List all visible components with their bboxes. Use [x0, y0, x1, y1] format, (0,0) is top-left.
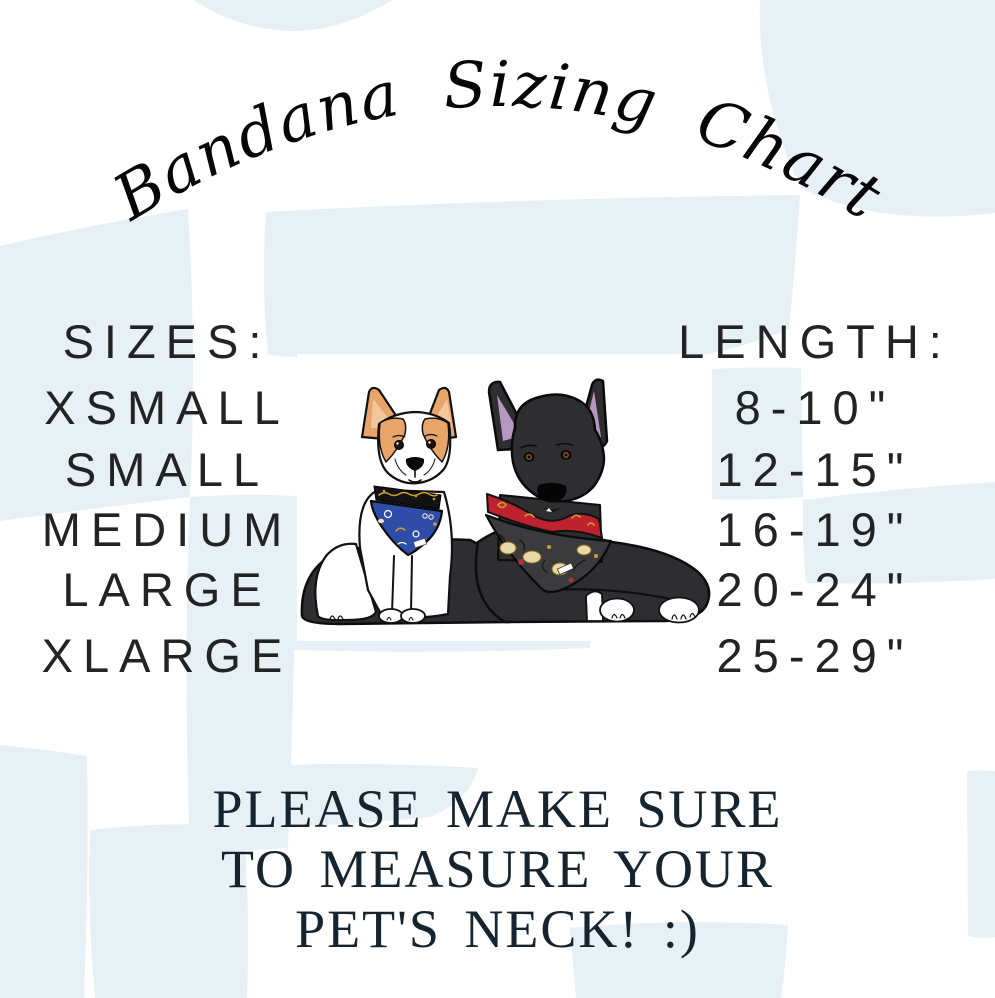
size-row-large: LARGE: [62, 563, 272, 616]
corgi-nose: [405, 457, 425, 471]
dogs-illustration: [297, 354, 712, 641]
black-dog-eyes: [523, 450, 572, 462]
length-row-medium: 16-19": [716, 503, 914, 556]
length-header: LENGTH:: [678, 315, 952, 368]
charcoal-kerchief: [484, 513, 613, 594]
measure-note-line-1: PLEASE MAKE SURE: [212, 779, 783, 839]
sizes-header: SIZES:: [62, 315, 272, 368]
size-row-xlarge: XLARGE: [41, 629, 293, 682]
red-bandana-band: [486, 493, 603, 539]
length-row-xlarge: 25-29": [716, 629, 914, 682]
measure-note-line-2: TO MEASURE YOUR: [220, 839, 775, 899]
corgi-eyes: [392, 433, 438, 450]
size-row-medium: MEDIUM: [41, 503, 293, 556]
blue-bandana: [369, 499, 444, 557]
length-row-xsmall: 8-10": [734, 381, 896, 434]
length-row-small: 12-15": [716, 443, 914, 496]
measure-note-line-3: PET'S NECK! :): [295, 899, 700, 959]
corgi-dog: [314, 386, 458, 624]
size-row-small: SMALL: [64, 443, 270, 496]
length-row-large: 20-24": [716, 563, 914, 616]
black-dog-paws: [585, 590, 700, 624]
corgi-haunch: [314, 542, 378, 622]
corgi-collar-band: [373, 485, 442, 510]
size-row-xsmall: XSMALL: [44, 381, 290, 434]
black-dog-nose: [537, 482, 567, 503]
measure-note: PLEASE MAKE SURE TO MEASURE YOUR PET'S N…: [0, 779, 995, 959]
